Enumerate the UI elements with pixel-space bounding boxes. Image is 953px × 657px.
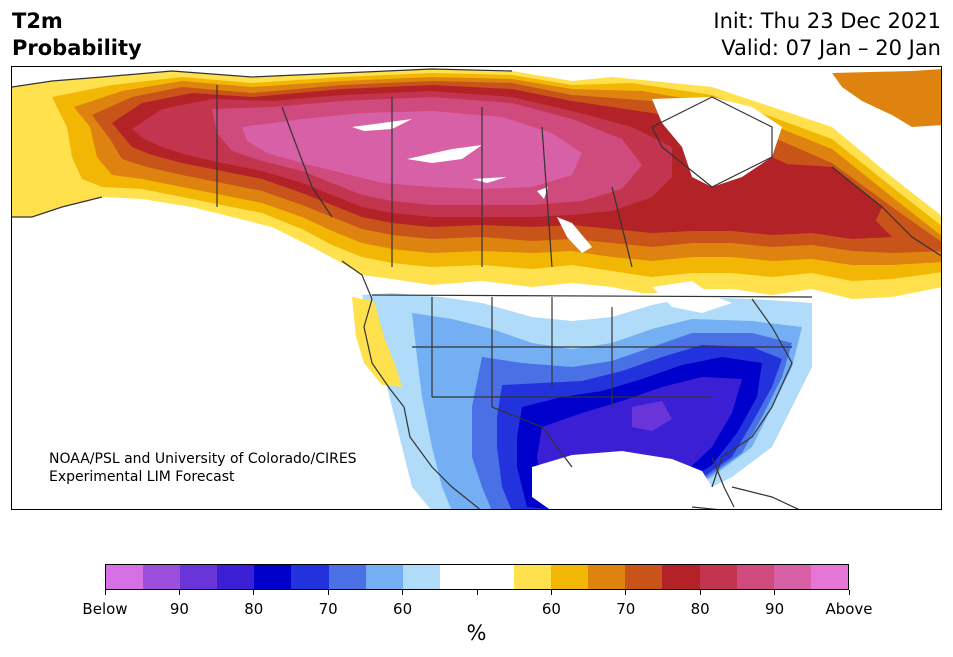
colorbar-segment — [588, 565, 626, 589]
colorbar-tick-label: 60 — [393, 600, 413, 618]
colorbar-tick — [550, 590, 552, 595]
colorbar-tick-label: 90 — [169, 600, 189, 618]
colorbar-tick — [848, 590, 850, 595]
colorbar-segment — [736, 565, 774, 589]
valid-range: Valid: 07 Jan – 20 Jan — [721, 36, 941, 60]
forecast-dates: Init: Thu 23 Dec 2021 Valid: 07 Jan – 20… — [713, 8, 941, 62]
colorbar — [105, 564, 849, 590]
colorbar-segment — [402, 565, 440, 589]
colorbar-tick-label: 80 — [690, 600, 710, 618]
colorbar-segment — [365, 565, 403, 589]
colorbar-tick-label: Above — [825, 600, 873, 618]
greenland-patch — [832, 69, 941, 127]
colorbar-segment — [662, 565, 700, 589]
colorbar-segment — [180, 565, 218, 589]
colorbar-segment — [439, 565, 477, 589]
colorbar-tick — [625, 590, 627, 595]
colorbar-tick — [476, 590, 478, 595]
colorbar-tick — [774, 590, 776, 595]
colorbar-tick — [402, 590, 404, 595]
colorbar-tick — [327, 590, 329, 595]
title-line-2: Probability — [12, 36, 142, 60]
warm-band-95 — [242, 111, 582, 189]
colorbar-labels: Below 90 80 70 60 60 70 80 90 Above — [0, 600, 953, 618]
colorbar-segment — [106, 565, 144, 589]
colorbar-ticks — [104, 590, 850, 598]
colorbar-segment — [514, 565, 552, 589]
colorbar-segment — [773, 565, 811, 589]
colorbar-tick-label: 90 — [765, 600, 785, 618]
colorbar-segment — [217, 565, 255, 589]
map-title: T2m Probability — [12, 8, 142, 62]
colorbar-tick — [104, 590, 106, 595]
colorbar-tick-label: 80 — [244, 600, 264, 618]
colorbar-tick-label: 70 — [616, 600, 636, 618]
colorbar-tick — [699, 590, 701, 595]
colorbar-tick — [178, 590, 180, 595]
init-date: Init: Thu 23 Dec 2021 — [713, 9, 941, 33]
colorbar-segment — [476, 565, 515, 589]
colorbar-tick-label: 70 — [318, 600, 338, 618]
title-line-1: T2m — [12, 9, 63, 33]
labrador-peak — [772, 163, 882, 229]
colorbar-segment — [551, 565, 589, 589]
colorbar-segment — [699, 565, 737, 589]
borders — [12, 68, 941, 509]
credit-line-1: NOAA/PSL and University of Colorado/CIRE… — [49, 451, 357, 467]
gulf-of-mexico — [532, 451, 712, 509]
probability-map — [11, 66, 942, 510]
colorbar-unit: % — [466, 621, 487, 645]
colorbar-segment — [328, 565, 366, 589]
hudson-bay — [652, 97, 782, 187]
colorbar-segment — [810, 565, 848, 589]
colorbar-segment — [625, 565, 663, 589]
colorbar-tick — [253, 590, 255, 595]
colorbar-segment — [143, 565, 181, 589]
colorbar-tick-label: 60 — [541, 600, 561, 618]
cold-band-90 — [632, 401, 672, 431]
map-canvas — [12, 67, 941, 509]
warm-anomaly-region — [12, 69, 941, 299]
colorbar-tick-label: Below — [82, 600, 128, 618]
colorbar-segment — [291, 565, 329, 589]
west-coast-warm — [352, 297, 402, 387]
credit-note: NOAA/PSL and University of Colorado/CIRE… — [49, 450, 357, 486]
credit-line-2: Experimental LIM Forecast — [49, 469, 235, 485]
colorbar-segment — [254, 565, 292, 589]
